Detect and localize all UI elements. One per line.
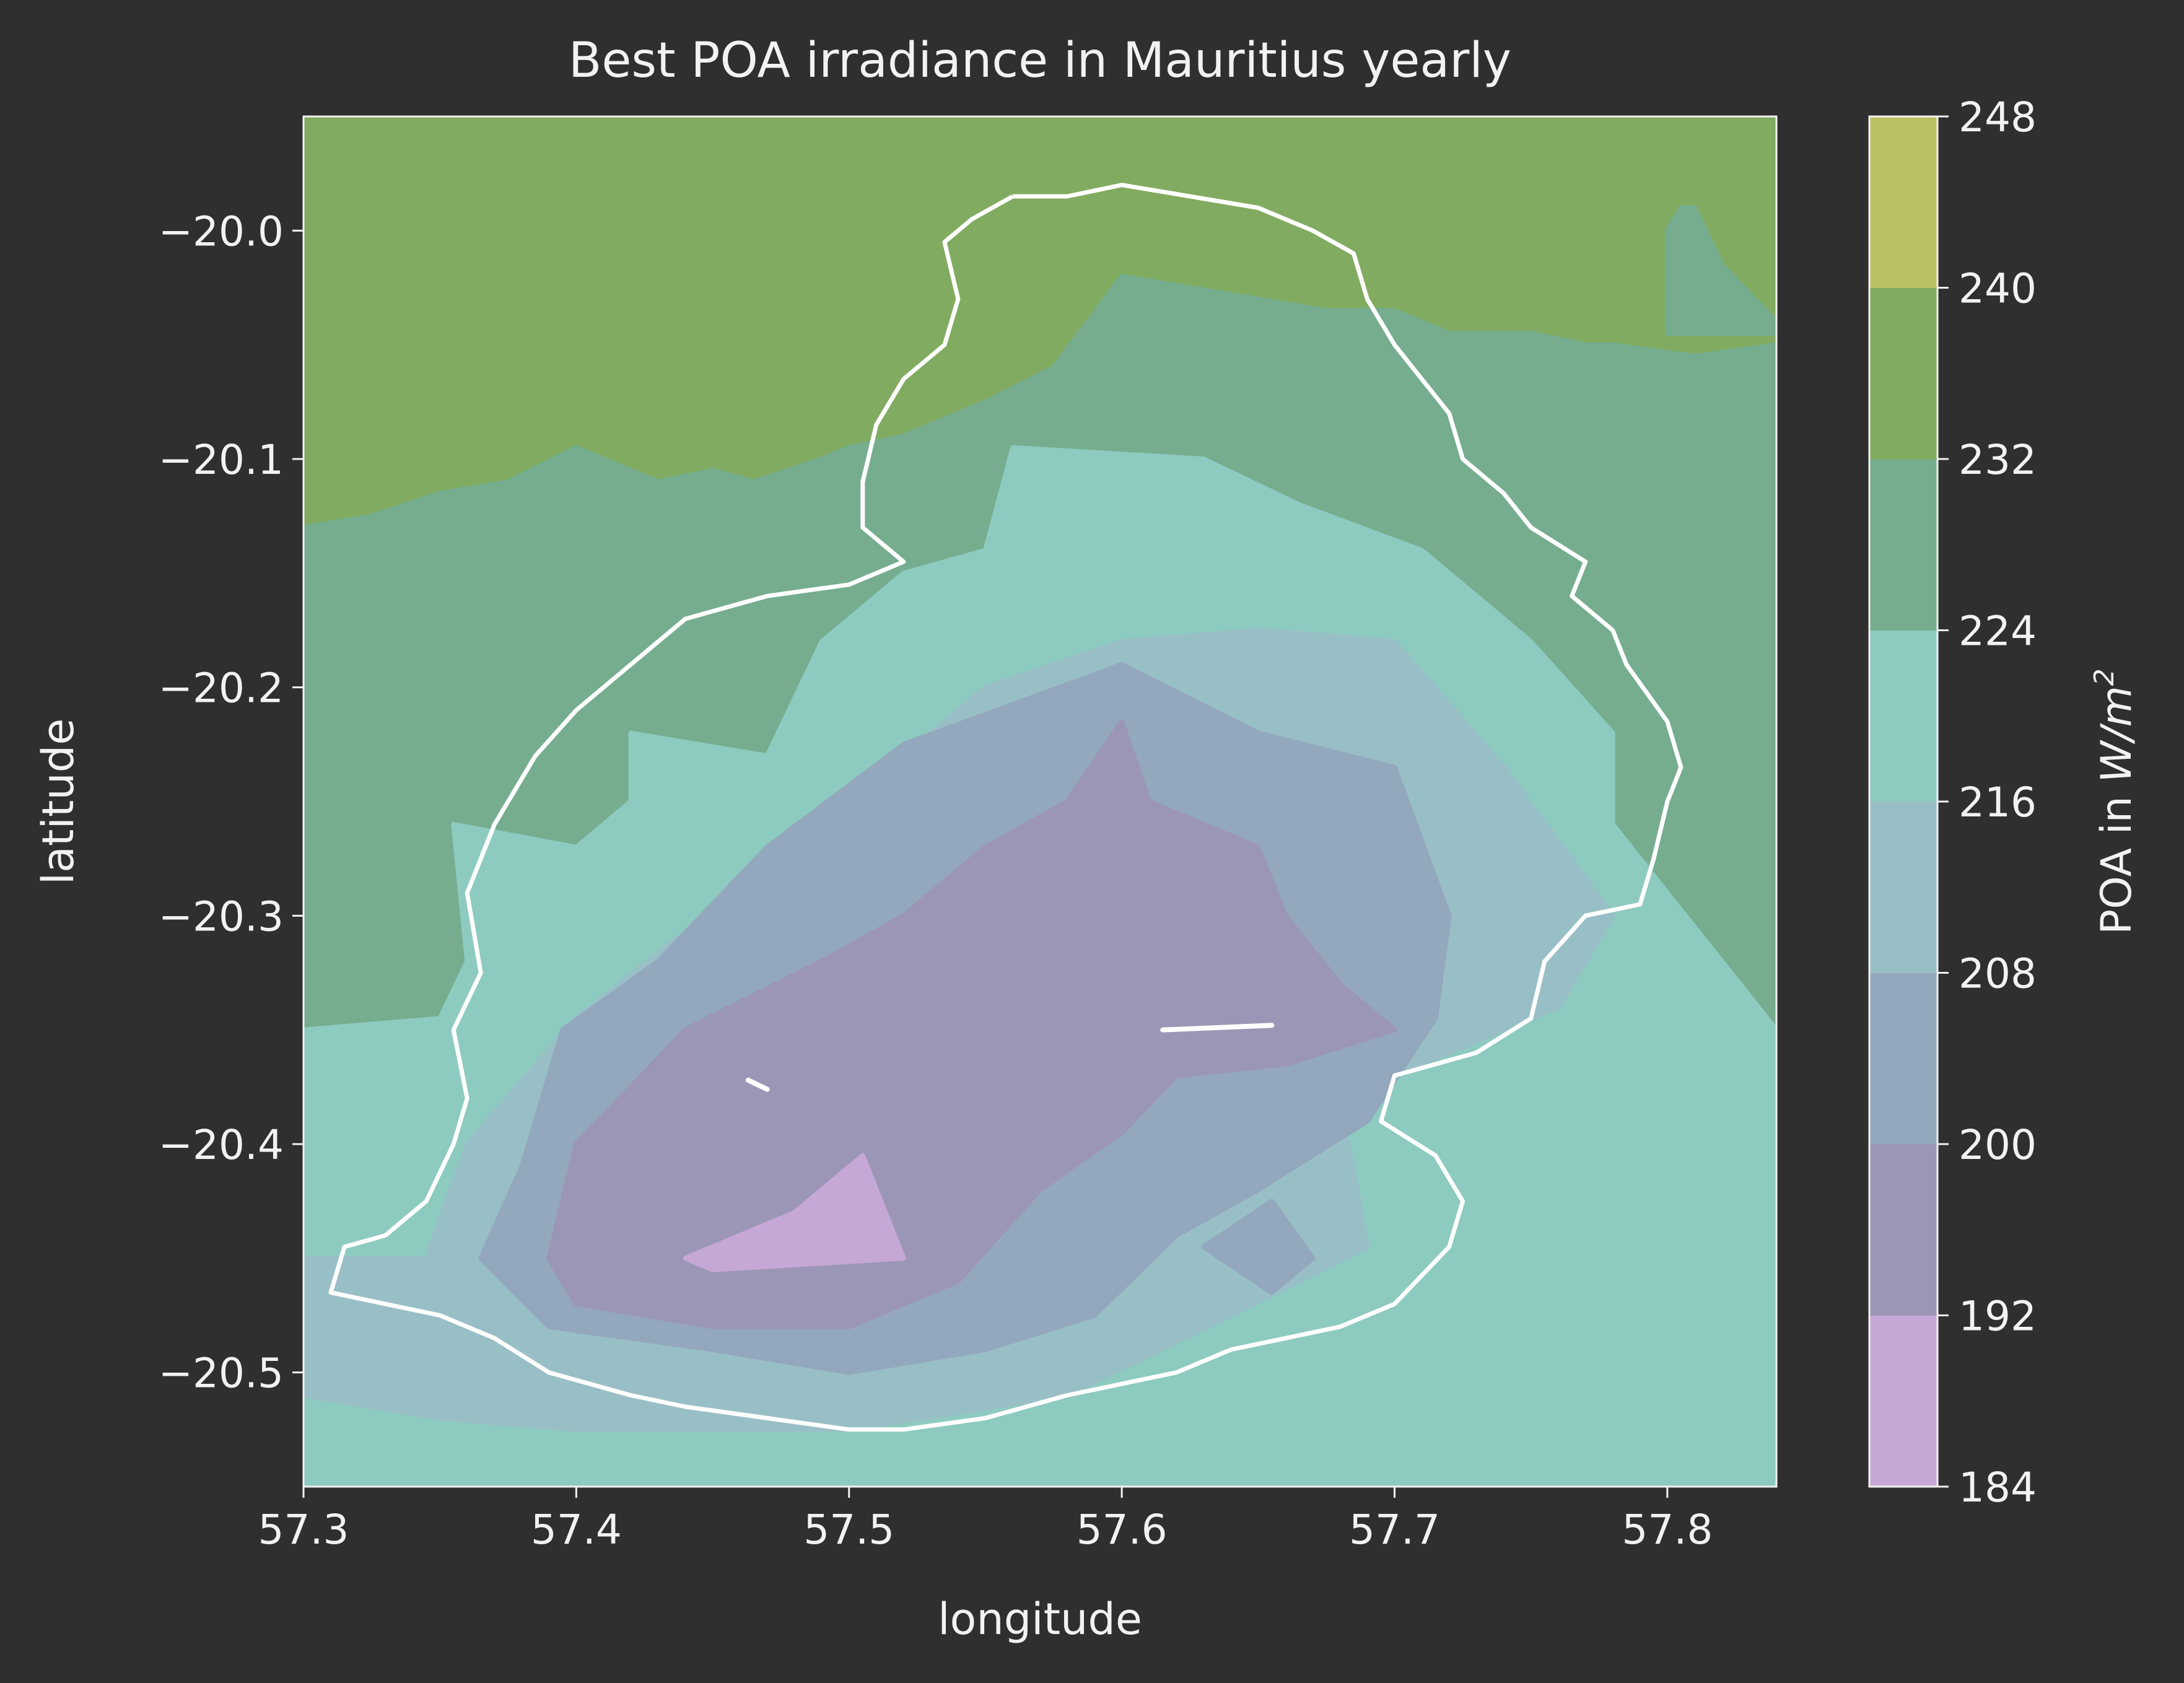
contour-regions (304, 116, 1776, 1487)
y-tick-label: −20.3 (159, 893, 284, 940)
coastline-layer (328, 183, 1684, 1432)
colorbar-segment (1869, 630, 1937, 802)
plot-area (304, 116, 1776, 1487)
contour-region-8 (1201, 1199, 1316, 1295)
y-axis-label: latitude (33, 719, 84, 885)
marker-2 (1160, 1023, 1275, 1033)
colorbar-label-sup: 2 (2089, 668, 2120, 686)
colorbar-segment (1869, 1315, 1937, 1487)
colorbar-tick-label: 224 (1959, 608, 2037, 655)
x-tick-label: 57.3 (258, 1506, 349, 1554)
x-axis-label: longitude (938, 1594, 1142, 1645)
x-tick-label: 57.6 (1077, 1506, 1168, 1554)
x-tick-label: 57.5 (803, 1506, 894, 1554)
y-tick-label: −20.2 (159, 665, 284, 712)
colorbar-tick-label: 184 (1959, 1464, 2037, 1511)
colorbar-segment (1869, 973, 1937, 1145)
colorbar-segment (1869, 1144, 1937, 1316)
colorbar: 184 192 200 208 216 224 232 240 248 (1868, 94, 2037, 1511)
marker-1 (745, 1077, 770, 1092)
colorbar-segment (1869, 116, 1937, 288)
colorbar-label-unit: W/m (2092, 686, 2141, 782)
plot-frame (302, 115, 1778, 1488)
colorbar-segment (1869, 287, 1937, 460)
colorbar-tick-label: 216 (1959, 779, 2037, 826)
contour-region-9 (683, 1153, 906, 1272)
x-tick-label: 57.7 (1349, 1506, 1440, 1554)
colorbar-tick-label: 208 (1959, 950, 2037, 998)
x-axis: 57.3 57.4 57.5 57.6 57.7 57.8 (258, 1487, 1713, 1554)
colorbar-label: POA in W/m2 (2089, 668, 2141, 934)
x-tick-label: 57.4 (531, 1506, 622, 1554)
y-tick-label: −20.0 (159, 208, 284, 255)
x-tick-label: 57.8 (1622, 1506, 1713, 1554)
contour-region-3 (1664, 205, 1776, 336)
y-tick-label: −20.1 (159, 436, 284, 484)
contour-region-7 (546, 719, 1397, 1329)
colorbar-segment (1869, 802, 1937, 973)
colorbar-segment (1869, 459, 1937, 631)
colorbar-tick-label: 200 (1959, 1121, 2037, 1169)
colorbar-label-main: POA in (2092, 783, 2141, 935)
y-tick-label: −20.5 (159, 1350, 284, 1397)
colorbar-tick-label: 248 (1959, 94, 2037, 141)
chart-title: Best POA irradiance in Mauritius yearly (569, 33, 1511, 89)
colorbar-tick-label: 192 (1959, 1293, 2037, 1340)
colorbar-tick-label: 232 (1959, 436, 2037, 484)
y-tick-label: −20.4 (159, 1121, 284, 1169)
y-axis: −20.0 −20.1 −20.2 −20.3 −20.4 −20.5 (159, 208, 304, 1397)
colorbar-tick-label: 240 (1959, 265, 2037, 313)
coastline (328, 183, 1684, 1432)
